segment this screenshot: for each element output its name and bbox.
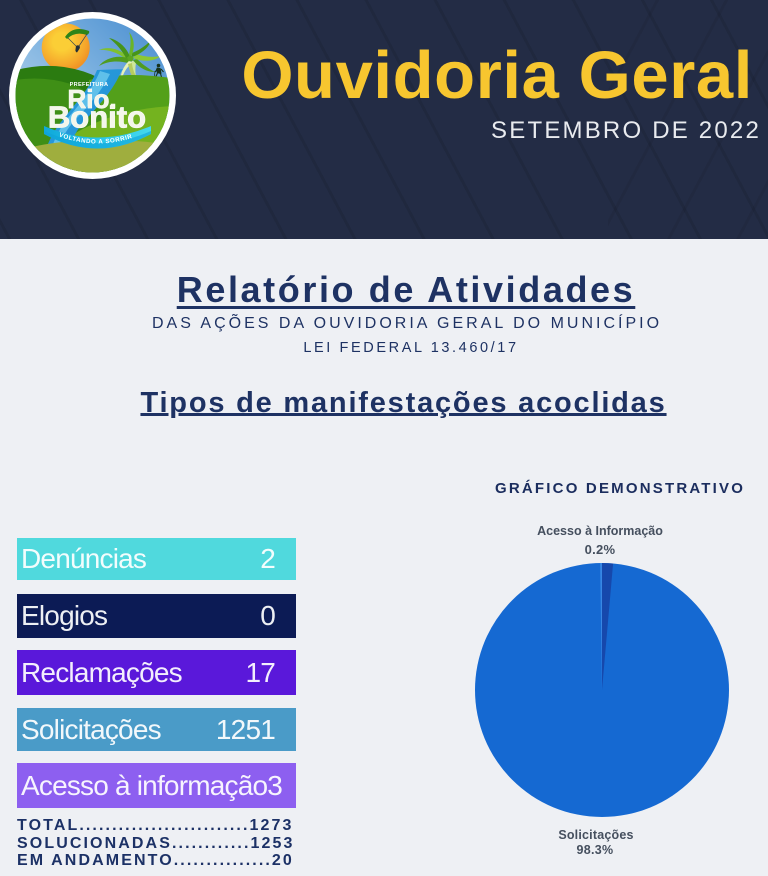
svg-text:Rio.: Rio.	[67, 84, 116, 114]
svg-text:PREFEITURA: PREFEITURA	[70, 82, 109, 88]
svg-text:Bonito: Bonito	[48, 100, 146, 135]
